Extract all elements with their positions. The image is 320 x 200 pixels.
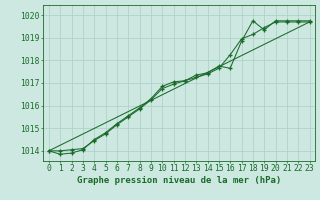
X-axis label: Graphe pression niveau de la mer (hPa): Graphe pression niveau de la mer (hPa) <box>77 176 281 185</box>
